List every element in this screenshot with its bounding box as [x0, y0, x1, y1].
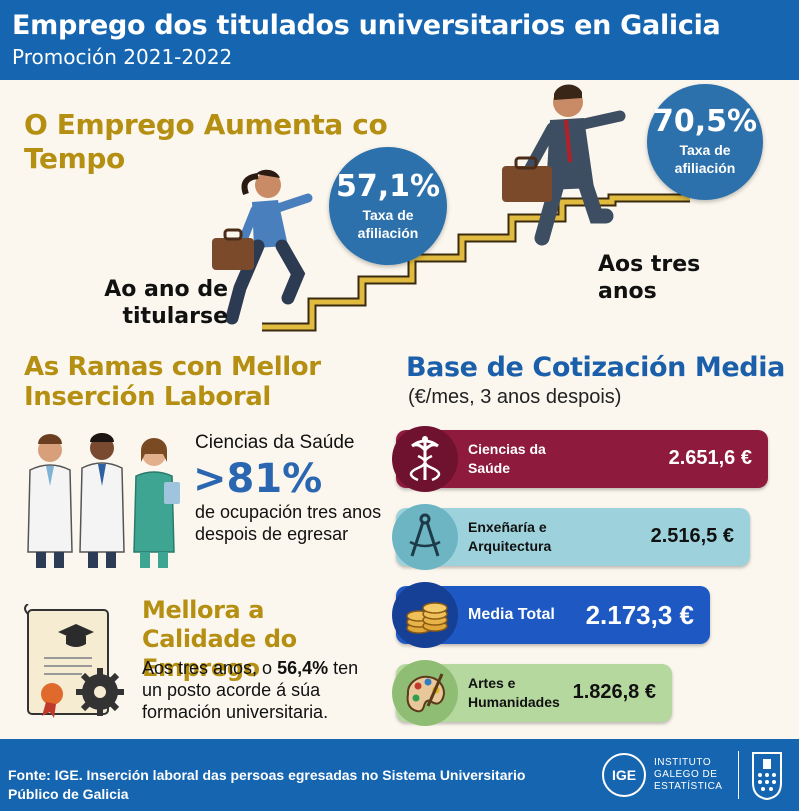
contribution-value: 2.173,3 €	[585, 600, 694, 630]
branch-stat: >81%	[193, 456, 323, 502]
woman-icon	[212, 169, 313, 325]
footer: Fonte: IGE. Inserción laboral das persoa…	[0, 739, 799, 811]
contribution-subtitle: (€/mes, 3 anos despois)	[408, 386, 622, 408]
year3-rate-value: 70,5%	[652, 104, 758, 139]
employment-section-title: O Emprego Aumenta co Tempo	[24, 108, 388, 175]
year1-rate-label: Taxa de afiliación	[357, 207, 419, 241]
health-workers-icon	[27, 433, 180, 568]
quality-text-after: ten un posto acorde á súa formación univ…	[142, 658, 359, 722]
quality-section-title: Mellora a Calidade do Emprego	[142, 596, 297, 682]
stairs-illustration	[212, 84, 690, 332]
contribution-section-title: Base de Cotización Media	[406, 352, 785, 383]
contribution-value: 1.826,8 €	[572, 681, 656, 703]
contribution-label: Media Total	[468, 606, 555, 623]
page-subtitle: Promoción 2021-2022	[12, 45, 233, 69]
contribution-row-total: Media Total 2.173,3 €	[392, 582, 710, 648]
year3-rate-label: Taxa de afiliación	[674, 142, 736, 176]
branches-section-title: As Ramas con Mellor Inserción Laboral	[24, 352, 321, 412]
year3-caption: Aos tres anos	[598, 252, 701, 304]
xunta-shield-icon	[752, 752, 782, 801]
source-text: Fonte: IGE. Inserción laboral das persoa…	[8, 767, 526, 802]
compass-icon	[392, 504, 458, 570]
quality-text-before: Aos tres anos, o	[142, 658, 278, 678]
year1-caption: Ao ano de titularse	[104, 277, 228, 329]
coins-icon	[392, 582, 458, 648]
certificate-icon	[24, 604, 124, 718]
quality-pct: 56,4%	[277, 658, 329, 678]
ige-logo: IGE	[602, 753, 646, 797]
institute-name: INSTITUTO GALEGO DE ESTATÍSTICA	[654, 757, 723, 792]
year1-rate-value: 57,1%	[335, 169, 441, 204]
contribution-row-arts: Artes e Humanidades 1.826,8 €	[392, 660, 672, 726]
year1-rate-badge: 57,1% Taxa de afiliación	[329, 147, 447, 265]
page-title: Emprego dos titulados universitarios en …	[12, 10, 721, 41]
contribution-label: Artes e Humanidades	[468, 675, 560, 710]
quality-text: Aos tres anos, o 56,4% ten un posto acor…	[142, 657, 382, 723]
year3-rate-badge: 70,5% Taxa de afiliación	[647, 84, 763, 200]
man-icon	[502, 84, 626, 246]
contribution-row-engineering: Enxeñaría e Arquitectura 2.516,5 €	[392, 504, 750, 570]
header: Emprego dos titulados universitarios en …	[0, 0, 799, 80]
contribution-row-health: Ciencias da Saúde 2.651,6 €	[392, 426, 768, 492]
contribution-value: 2.516,5 €	[650, 525, 734, 547]
caduceus-icon	[392, 426, 458, 492]
divider	[738, 751, 739, 799]
palette-icon	[392, 660, 458, 726]
contribution-value: 2.651,6 €	[668, 447, 752, 469]
contribution-label: Ciencias da Saúde	[468, 441, 546, 476]
branch-name: Ciencias da Saúde	[195, 432, 355, 453]
contribution-label: Enxeñaría e Arquitectura	[468, 519, 552, 554]
branch-stat-desc: de ocupación tres anos despois de egresa…	[195, 502, 382, 544]
